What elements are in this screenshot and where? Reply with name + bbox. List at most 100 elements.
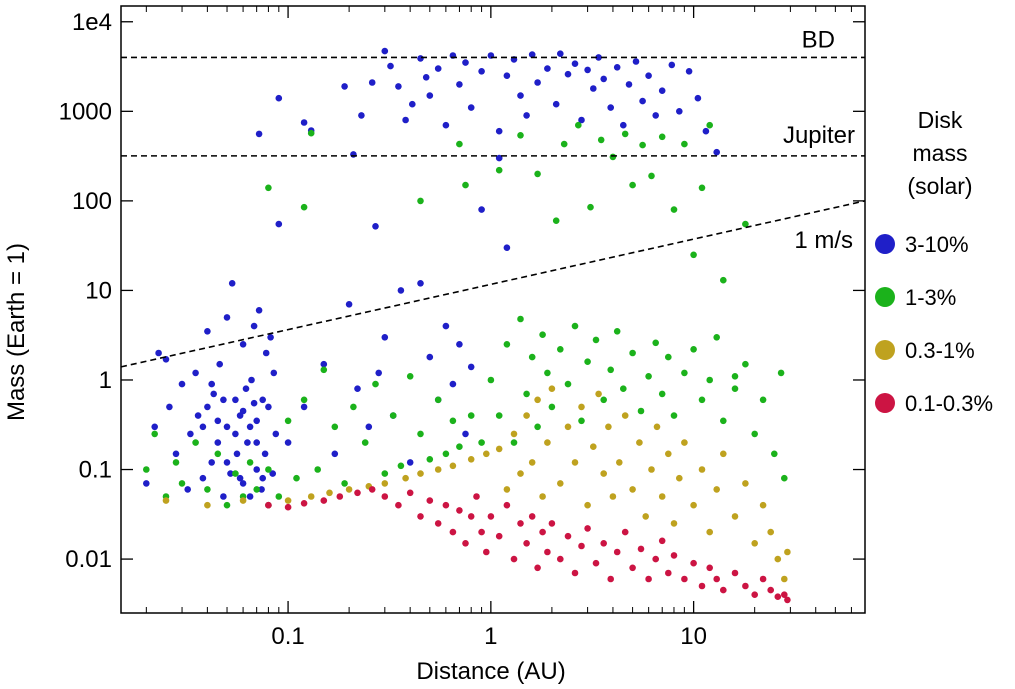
point-3-10%-49 — [223, 459, 231, 466]
point-1-3%-4 — [178, 480, 186, 487]
point-3-10%-74 — [422, 74, 430, 81]
point-3-10%-121 — [320, 360, 328, 368]
point-0.1-0.3%-16 — [462, 540, 469, 547]
point-1-3%-7 — [214, 450, 222, 458]
point-1-3%-37 — [487, 376, 495, 384]
point-3-10%-124 — [354, 385, 361, 393]
point-0.3-1%-37 — [621, 412, 629, 419]
point-1-3%-65 — [681, 369, 688, 377]
point-0.1-0.3%-11 — [426, 497, 434, 504]
point-0.3-1%-56 — [759, 501, 767, 509]
point-3-10%-9 — [192, 369, 199, 377]
point-0.3-1%-20 — [523, 412, 530, 419]
point-3-10%-138 — [467, 363, 475, 371]
point-0.1-0.3%-40 — [613, 548, 621, 556]
point-0.3-1%-0 — [162, 497, 170, 504]
point-1-3%-14 — [275, 493, 283, 500]
point-1-3%-100 — [690, 251, 697, 259]
point-3-10%-134 — [442, 322, 450, 330]
point-3-10%-28 — [242, 385, 250, 393]
point-1-3%-31 — [434, 396, 442, 404]
point-0.3-1%-26 — [557, 480, 564, 487]
point-0.3-1%-16 — [495, 445, 503, 453]
axes: BD Jupiter 1 m/s 0.1 1 10 0.01 0.1 1 10 100 1000 1e4 — [59, 5, 866, 650]
point-3-10%-38 — [261, 450, 269, 458]
point-3-10%-12 — [204, 403, 211, 411]
reference-line-2 — [121, 200, 865, 368]
point-0.1-0.3%-49 — [681, 575, 688, 583]
point-0.1-0.3%-4 — [336, 493, 344, 500]
point-0.1-0.3%-7 — [381, 493, 389, 500]
point-0.3-1%-59 — [781, 575, 788, 583]
point-3-10%-58 — [255, 130, 263, 138]
point-3-10%-5 — [172, 450, 180, 458]
point-0.1-0.3%-19 — [478, 528, 485, 536]
point-3-10%-63 — [341, 83, 348, 90]
point-1-3%-38 — [495, 412, 503, 419]
point-3-10%-50 — [239, 407, 247, 415]
point-0.1-0.3%-51 — [698, 582, 706, 590]
point-1-3%-11 — [246, 459, 254, 466]
point-1-3%-54 — [600, 396, 607, 404]
point-1-3%-25 — [381, 470, 389, 477]
point-0.1-0.3%-36 — [584, 525, 591, 532]
point-3-10%-92 — [552, 100, 560, 108]
point-0.3-1%-49 — [698, 466, 706, 473]
point-3-10%-19 — [223, 423, 231, 431]
y-axis-label: Mass (Earth = 1) — [3, 243, 30, 421]
point-3-10%-17 — [216, 360, 223, 368]
point-3-10%-117 — [495, 154, 503, 162]
point-0.1-0.3%-53 — [713, 575, 720, 583]
reference-lines — [121, 56, 865, 368]
point-3-10%-113 — [694, 94, 702, 102]
point-3-10%-85 — [503, 72, 511, 79]
point-3-10%-137 — [462, 430, 469, 438]
point-3-10%-44 — [270, 369, 278, 377]
point-3-10%-47 — [232, 430, 239, 438]
point-1-3%-79 — [300, 203, 308, 211]
point-0.3-1%-22 — [534, 396, 541, 404]
y-tick-label-4: 100 — [72, 188, 112, 215]
point-3-10%-33 — [253, 466, 260, 473]
point-3-10%-131 — [417, 280, 424, 287]
point-3-10%-30 — [246, 493, 254, 500]
point-3-10%-55 — [208, 380, 215, 388]
point-3-10%-111 — [676, 108, 683, 115]
point-0.1-0.3%-45 — [652, 555, 659, 563]
point-3-10%-76 — [434, 65, 442, 72]
point-3-10%-106 — [639, 97, 646, 105]
point-3-10%-18 — [220, 493, 227, 500]
point-1-3%-18 — [314, 466, 322, 473]
point-1-3%-71 — [731, 385, 739, 393]
point-0.3-1%-12 — [434, 466, 442, 473]
point-0.3-1%-55 — [751, 540, 758, 547]
point-0.3-1%-50 — [706, 528, 713, 536]
point-0.1-0.3%-44 — [645, 575, 652, 583]
point-3-10%-43 — [269, 470, 277, 477]
legend-title-line-0: Disk — [918, 107, 963, 133]
point-1-3%-84 — [495, 166, 503, 174]
point-0.1-0.3%-39 — [607, 575, 614, 583]
point-0.3-1%-46 — [676, 474, 683, 482]
point-0.3-1%-34 — [605, 423, 612, 431]
point-1-3%-8 — [223, 501, 231, 509]
point-3-10%-2 — [155, 349, 162, 357]
point-3-10%-56 — [199, 423, 207, 431]
point-3-10%-37 — [259, 396, 267, 404]
legend-marker-2 — [875, 340, 895, 360]
point-0.3-1%-47 — [681, 439, 688, 446]
point-3-10%-100 — [600, 75, 607, 83]
point-0.3-1%-5 — [307, 493, 315, 500]
point-0.1-0.3%-42 — [629, 564, 636, 572]
point-0.3-1%-33 — [600, 470, 607, 477]
reference-label-2: 1 m/s — [794, 227, 853, 254]
point-1-3%-59 — [637, 407, 645, 415]
point-1-3%-43 — [528, 353, 536, 361]
point-3-10%-119 — [284, 439, 292, 446]
point-0.1-0.3%-61 — [781, 591, 788, 598]
point-0.1-0.3%-38 — [600, 540, 607, 547]
point-0.1-0.3%-8 — [395, 501, 402, 509]
point-1-3%-51 — [578, 417, 585, 425]
point-3-10%-81 — [467, 104, 475, 111]
